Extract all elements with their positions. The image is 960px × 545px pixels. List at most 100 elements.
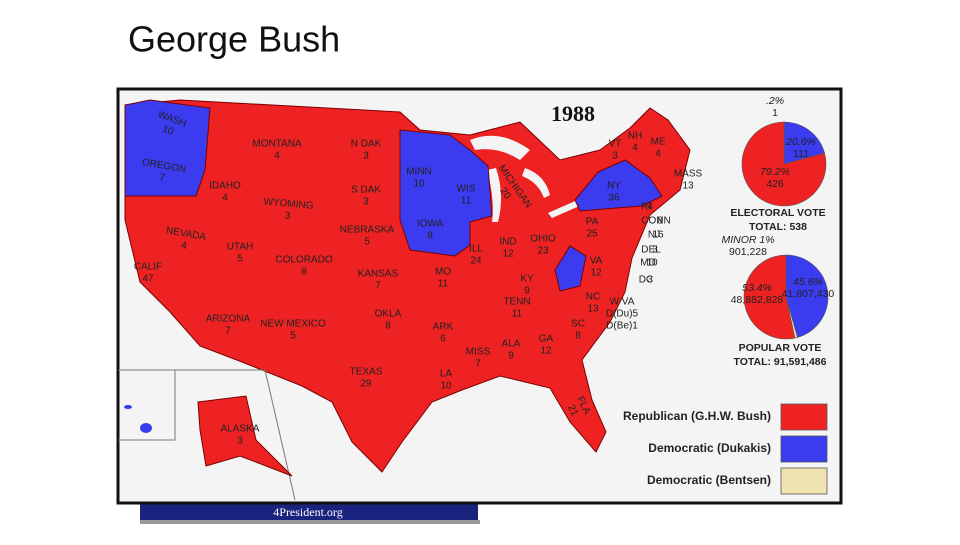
pie-count: 41,807,430 bbox=[782, 288, 835, 300]
state-name: NH bbox=[628, 131, 642, 142]
slide-title: George Bush bbox=[128, 19, 340, 60]
state-votes: 4 bbox=[274, 151, 280, 162]
pie-count: 111 bbox=[793, 148, 809, 160]
state-name: NEBRASKA bbox=[340, 225, 395, 236]
state-name: KANSAS bbox=[358, 269, 399, 280]
state-votes: 5 bbox=[364, 237, 370, 248]
state-votes: 9 bbox=[524, 286, 530, 297]
state-name: VA bbox=[590, 256, 603, 267]
legend-swatch bbox=[780, 403, 828, 431]
pie-percent: 53.4% bbox=[742, 282, 772, 294]
state-votes: 3 bbox=[652, 245, 658, 256]
pie-percent: 45.6% bbox=[793, 276, 823, 288]
state-votes: 23 bbox=[537, 246, 549, 257]
state-votes: 8 bbox=[385, 321, 391, 332]
state-name: TENN bbox=[503, 297, 530, 308]
alaska bbox=[197, 395, 293, 477]
state-name: MO bbox=[435, 267, 451, 278]
state-votes: 36 bbox=[608, 193, 620, 204]
state-name: SC bbox=[571, 319, 585, 330]
state-votes: D(Du)5 bbox=[606, 309, 639, 320]
state-votes: 16 bbox=[652, 230, 664, 241]
inset-border bbox=[118, 369, 296, 501]
state-votes: 7 bbox=[475, 359, 481, 370]
lake bbox=[548, 198, 584, 218]
state-votes: 3 bbox=[647, 275, 653, 286]
state-name: ALASKA bbox=[221, 424, 260, 435]
state-name: NJ bbox=[648, 230, 660, 241]
pie-percent: MINOR 1% bbox=[721, 234, 774, 246]
state-votes: 12 bbox=[540, 346, 552, 357]
state-votes: 4 bbox=[655, 149, 661, 160]
state-votes: 11 bbox=[461, 196, 472, 207]
state-votes: 13 bbox=[682, 181, 694, 192]
state-votes: 9 bbox=[508, 351, 514, 362]
pie-count: 426 bbox=[766, 178, 784, 190]
legend-label: Democratic (Bentsen) bbox=[647, 473, 771, 487]
state-votes: 11 bbox=[438, 279, 449, 290]
state-votes: 10 bbox=[413, 179, 425, 190]
state-votes: 47 bbox=[142, 274, 154, 285]
state-name: ILL bbox=[469, 244, 483, 255]
state-votes: 4 bbox=[632, 143, 638, 154]
pie-count: 1 bbox=[772, 107, 778, 119]
state-votes: 3 bbox=[363, 151, 369, 162]
state-votes: 5 bbox=[237, 254, 243, 265]
state-name: W VA bbox=[610, 297, 635, 308]
state-votes: D(Be)1 bbox=[606, 321, 638, 332]
state-name: MD bbox=[640, 258, 656, 269]
state-name: S DAK bbox=[351, 185, 381, 196]
pie-percent: 20.6% bbox=[785, 136, 816, 148]
hawaii bbox=[140, 423, 152, 433]
state-votes: 8 bbox=[575, 331, 581, 342]
state-votes: 4 bbox=[647, 202, 653, 213]
state-votes: 21 bbox=[565, 403, 580, 418]
state-name: ARIZONA bbox=[206, 314, 251, 325]
state-votes: 10 bbox=[440, 381, 452, 392]
dem-state-wv bbox=[554, 245, 587, 292]
dem-states-midwest bbox=[399, 129, 493, 257]
legend-swatch bbox=[780, 467, 828, 495]
state-name: ARK bbox=[433, 322, 454, 333]
state-name: WYOMING bbox=[263, 197, 314, 212]
state-name: OHIO bbox=[530, 234, 556, 245]
state-name: RI bbox=[641, 202, 651, 213]
state-name: OKLA bbox=[375, 309, 402, 320]
state-name: DC bbox=[639, 275, 653, 286]
lake bbox=[470, 135, 530, 160]
pie-slice bbox=[785, 254, 829, 338]
pie-count: 48,882,828 bbox=[731, 294, 784, 306]
state-votes: 7 bbox=[375, 281, 381, 292]
state-votes: 3 bbox=[237, 436, 243, 447]
state-name: ALA bbox=[502, 339, 521, 350]
state-name: GA bbox=[539, 334, 554, 345]
state-votes: 7 bbox=[225, 326, 231, 337]
pie-slice bbox=[783, 121, 825, 165]
state-votes: 3 bbox=[284, 210, 291, 221]
inset-border bbox=[118, 370, 176, 441]
pie-total: TOTAL: 538 bbox=[749, 221, 807, 233]
pie-total: TOTAL: 91,591,486 bbox=[734, 356, 827, 368]
state-votes: 24 bbox=[470, 256, 482, 267]
state-votes: 12 bbox=[502, 249, 514, 260]
legend-label: Republican (G.H.W. Bush) bbox=[623, 409, 771, 423]
dem-states-northeast bbox=[574, 159, 663, 212]
dem-states-west bbox=[124, 99, 211, 197]
pie-title: POPULAR VOTE bbox=[739, 342, 822, 354]
state-name: NEW MEXICO bbox=[260, 319, 326, 330]
state-name: MONTANA bbox=[252, 139, 302, 150]
state-votes: 6 bbox=[440, 334, 446, 345]
state-votes: 10 bbox=[646, 258, 658, 269]
footer: 4President.org bbox=[273, 505, 342, 519]
state-name: MISS bbox=[466, 347, 491, 358]
map-year: 1988 bbox=[551, 101, 595, 126]
state-name: MINN bbox=[406, 167, 432, 178]
state-name: DEL bbox=[641, 245, 661, 256]
state-votes: 7 bbox=[158, 172, 166, 184]
state-votes: 5 bbox=[290, 331, 296, 342]
state-name: IDAHO bbox=[209, 181, 241, 192]
hawaii bbox=[124, 405, 132, 409]
pie-slice bbox=[743, 254, 796, 340]
state-name: WIS bbox=[457, 184, 476, 195]
